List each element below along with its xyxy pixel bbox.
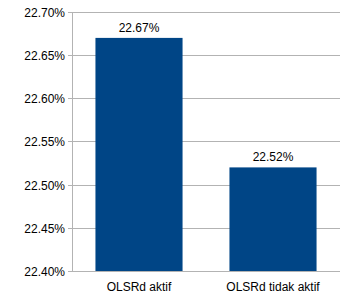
x-axis-line — [72, 271, 340, 272]
tick-mark — [68, 12, 72, 13]
tick-label: 22.55% — [24, 135, 65, 149]
bar — [95, 38, 182, 271]
tick-label: 22.70% — [24, 6, 65, 20]
tick-label: 22.50% — [24, 179, 65, 193]
y-axis-line — [72, 12, 73, 271]
grid-line — [72, 12, 340, 13]
bars — [95, 38, 316, 271]
tick-label: 22.60% — [24, 92, 65, 106]
tick-mark — [68, 141, 72, 142]
tick-mark — [68, 271, 72, 272]
tick-mark — [68, 185, 72, 186]
chart-container: 22.40% 22.45% 22.50% 22.55% 22.60% 22.65% 22.7… — [0, 0, 348, 302]
bar — [229, 167, 316, 271]
data-label: 22.67% — [119, 21, 160, 35]
category-label: OLSRd tidak aktif — [226, 280, 320, 294]
category-label: OLSRd aktif — [107, 280, 172, 294]
grid-line — [72, 271, 340, 272]
chart-svg: 22.40% 22.45% 22.50% 22.55% 22.60% 22.65% 22.7… — [0, 0, 348, 302]
tick-label: 22.45% — [24, 222, 65, 236]
tick-label: 22.40% — [24, 265, 65, 279]
tick-mark — [68, 98, 72, 99]
tick-label: 22.65% — [24, 49, 65, 63]
data-label: 22.52% — [253, 150, 294, 164]
tick-mark — [68, 228, 72, 229]
tick-mark — [68, 55, 72, 56]
